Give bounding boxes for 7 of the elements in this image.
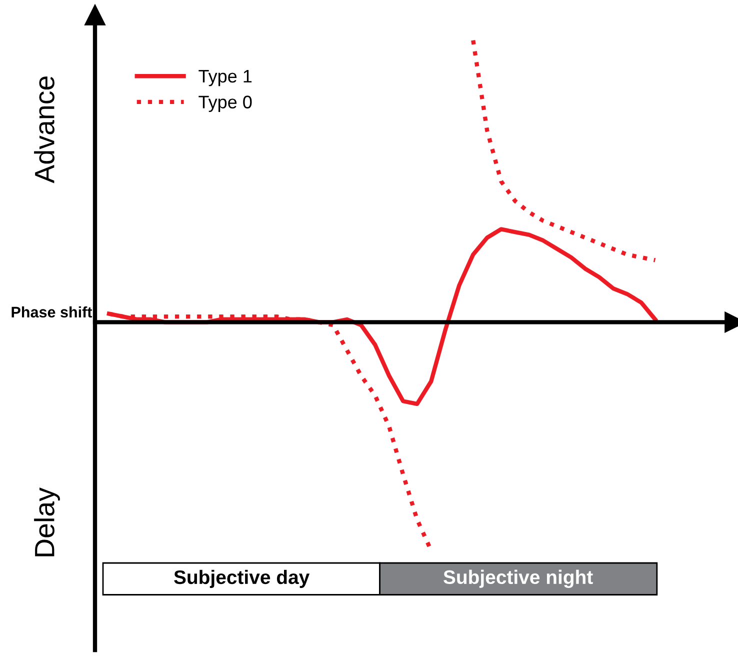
legend-label: Type 1 [198, 70, 252, 86]
text: Phase shift [12, 306, 92, 318]
text: Delay [34, 488, 60, 556]
legend-label: Type 0 [198, 96, 252, 112]
text: Subjective night [444, 570, 593, 588]
text: Subjective day [174, 570, 310, 588]
text: Advance [34, 76, 54, 184]
